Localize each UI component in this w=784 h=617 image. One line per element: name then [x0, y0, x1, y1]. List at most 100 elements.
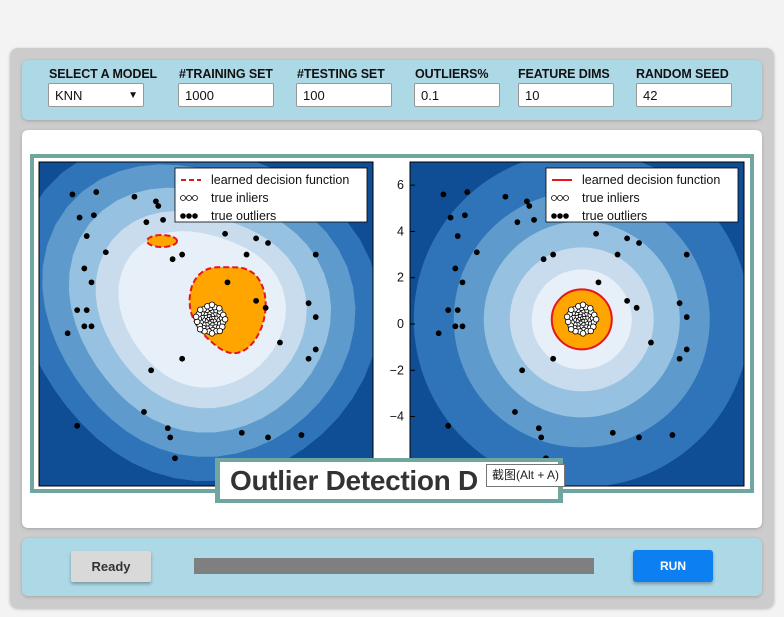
legend-entry: true inliers	[211, 191, 269, 205]
inlier-point	[568, 306, 575, 313]
panel-border	[38, 161, 374, 487]
feature-dims-label: FEATURE DIMS	[518, 67, 610, 81]
outlier-point	[624, 297, 630, 304]
training-set-label: #TRAINING SET	[179, 67, 273, 81]
feature-dims-value: 10	[525, 88, 540, 103]
outlier-point	[305, 355, 312, 362]
outlier-point	[179, 251, 186, 258]
outlier-point	[265, 240, 271, 246]
outlier-point	[64, 330, 71, 337]
inlier-point	[192, 313, 200, 321]
random-seed-label: RANDOM SEED	[636, 67, 729, 81]
outlier-point	[648, 339, 654, 346]
outlier-point	[243, 251, 250, 258]
inlier-point	[216, 327, 224, 335]
feature-dims-field: FEATURE DIMS	[518, 67, 610, 83]
outlier-point	[454, 307, 461, 314]
model-field: SELECT A MODEL	[49, 67, 157, 83]
inlier-point	[216, 305, 223, 312]
chevron-down-icon: ▼	[128, 90, 138, 101]
inlier-point	[579, 330, 587, 337]
outlier-point	[676, 300, 683, 307]
legend-entry: true outliers	[582, 209, 647, 223]
testing-set-input[interactable]: 100	[296, 83, 392, 107]
legend-inlier-swatch	[557, 195, 563, 201]
random-seed-field: RANDOM SEED	[636, 67, 729, 83]
outlier-point	[447, 214, 454, 221]
status-ready-button[interactable]: Ready	[71, 551, 151, 582]
outlier-point	[312, 346, 319, 353]
random-seed-input[interactable]: 42	[636, 83, 732, 107]
legend-inlier-swatch	[563, 195, 569, 201]
y-tick-label: 2	[397, 271, 404, 285]
outlier-point	[277, 339, 283, 346]
legend-box	[174, 167, 368, 223]
feature-dims-input[interactable]: 10	[518, 83, 614, 107]
outlier-point	[69, 191, 76, 198]
outlier-point	[452, 323, 459, 330]
outlier-point	[74, 422, 81, 429]
model-select[interactable]: KNN ▼	[48, 83, 144, 107]
outlier-point	[305, 300, 312, 307]
legend-entry: learned decision function	[211, 173, 349, 187]
outlier-point	[164, 425, 171, 432]
outlier-point	[595, 279, 602, 286]
outlier-point	[550, 251, 557, 258]
inlier-point	[592, 316, 600, 323]
outlier-point	[238, 429, 245, 436]
outlier-point	[83, 233, 90, 239]
legend-inlier-swatch	[180, 195, 186, 201]
outlier-point	[473, 249, 480, 256]
legend-outlier-swatch	[186, 213, 192, 219]
outlier-point	[172, 455, 178, 462]
outlier-point	[459, 323, 466, 330]
y-tick-label: −2	[390, 363, 404, 377]
run-button[interactable]: RUN	[633, 550, 713, 582]
outlier-point	[93, 189, 100, 195]
inlier-point	[563, 313, 571, 321]
outlier-point	[262, 304, 269, 311]
legend-outlier-swatch	[551, 213, 557, 219]
outlier-point	[160, 216, 166, 223]
outlier-point	[179, 355, 186, 362]
legend-outlier-swatch	[192, 213, 198, 219]
outlier-point	[88, 323, 95, 330]
outlier-point	[452, 265, 459, 272]
status-panel: Ready RUN	[22, 538, 762, 596]
outlier-point	[153, 198, 159, 205]
outlier-point	[502, 193, 509, 200]
outlier-point	[222, 230, 228, 237]
outlier-point	[459, 279, 466, 286]
outlier-point	[683, 314, 690, 320]
inlier-point	[587, 327, 595, 335]
outlier-point	[445, 307, 452, 314]
outliers-label: OUTLIERS%	[415, 67, 489, 81]
outlier-point	[131, 193, 138, 200]
outlier-point	[253, 297, 259, 304]
outliers-input[interactable]: 0.1	[414, 83, 500, 107]
outlier-point	[148, 367, 155, 374]
outlier-point	[538, 434, 545, 441]
testing-set-value: 100	[303, 88, 325, 103]
result-canvas: learned decision function true inliers tru…	[22, 130, 762, 528]
outlier-point	[312, 314, 319, 320]
outlier-point	[167, 434, 174, 441]
outlier-point	[461, 212, 468, 219]
training-set-field: #TRAINING SET	[179, 67, 273, 83]
training-set-input[interactable]: 1000	[178, 83, 274, 107]
outlier-point	[440, 191, 447, 198]
outlier-point	[102, 249, 109, 256]
legend-box	[545, 167, 739, 223]
outlier-point	[636, 434, 642, 441]
model-label: SELECT A MODEL	[49, 67, 158, 81]
outlier-point	[141, 409, 147, 415]
legend-entry: true inliers	[582, 191, 640, 205]
outlier-point	[88, 279, 95, 286]
outlier-point	[265, 434, 271, 441]
figure-frame: learned decision function true inliers tru…	[30, 154, 754, 493]
y-tick-label: 4	[397, 224, 404, 238]
legend-outlier-swatch	[563, 213, 569, 219]
app-window: SELECT A MODEL KNN ▼ #TRAINING SET 1000 …	[10, 48, 774, 608]
outlier-point	[464, 189, 471, 195]
inlier-point	[587, 305, 594, 312]
